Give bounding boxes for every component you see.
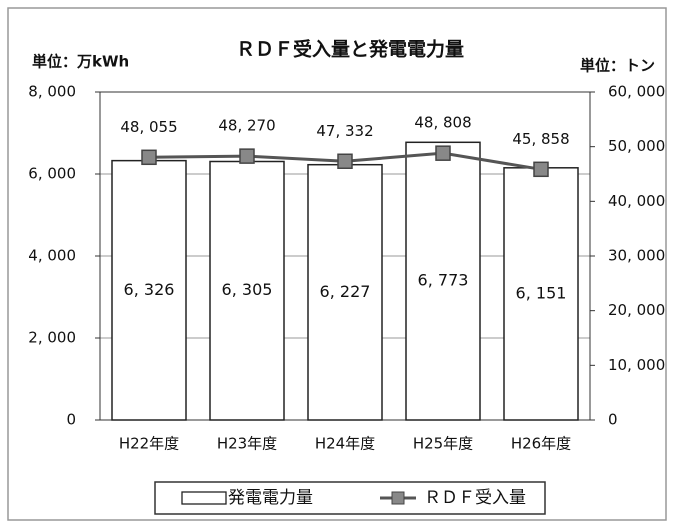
chart-title: ＲＤＦ受入量と発電電力量 — [236, 38, 464, 61]
x-tick-label: H25年度 — [413, 435, 473, 453]
y2-tick-label: 10, 000 — [608, 356, 665, 374]
y2-tick-label: 20, 000 — [608, 301, 665, 319]
line-value-label: 48, 808 — [414, 114, 471, 132]
bar-value-label: 6, 227 — [320, 282, 371, 301]
y2-tick-label: 30, 000 — [608, 247, 665, 265]
legend-label: ＲＤＦ受入量 — [424, 488, 526, 508]
y2-tick-label: 0 — [608, 411, 618, 429]
line-value-label: 48, 055 — [120, 118, 177, 136]
line-value-label: 45, 858 — [512, 130, 569, 148]
bar — [405, 141, 481, 421]
y-tick-label: 2, 000 — [28, 329, 76, 347]
legend-label: 発電電力量 — [228, 488, 313, 508]
y2-tick-label: 60, 000 — [608, 83, 665, 101]
legend-box — [154, 481, 546, 515]
bar — [111, 159, 187, 421]
line-marker — [435, 145, 451, 161]
bar — [307, 163, 383, 421]
bar-value-label: 6, 151 — [516, 283, 567, 302]
y2-tick-label: 50, 000 — [608, 137, 665, 155]
y-tick-label: 4, 000 — [28, 247, 76, 265]
bar-value-label: 6, 326 — [124, 280, 175, 299]
y2-axis-label: 単位：トン — [580, 57, 655, 75]
y-axis-label: 単位：万kWh — [32, 53, 129, 71]
y-tick-label: 0 — [66, 411, 76, 429]
bar-value-label: 6, 773 — [418, 271, 469, 290]
bar — [503, 167, 579, 421]
line-value-label: 47, 332 — [316, 122, 373, 140]
legend-marker — [391, 491, 405, 505]
line-marker — [141, 149, 157, 166]
x-tick-label: H23年度 — [217, 435, 277, 453]
y2-tick-label: 40, 000 — [608, 192, 665, 210]
legend-swatch — [181, 491, 227, 505]
x-tick-label: H26年度 — [511, 435, 571, 453]
line-marker — [337, 153, 353, 170]
bar — [209, 160, 285, 421]
frame — [7, 7, 667, 521]
line-marker — [533, 161, 549, 178]
x-tick-label: H22年度 — [119, 435, 179, 453]
y-tick-label: 6, 000 — [28, 165, 76, 183]
y-tick-label: 8, 000 — [28, 83, 76, 101]
line-marker — [239, 148, 255, 164]
x-tick-label: H24年度 — [315, 435, 375, 453]
line-value-label: 48, 270 — [218, 117, 275, 135]
bar-value-label: 6, 305 — [222, 280, 273, 299]
